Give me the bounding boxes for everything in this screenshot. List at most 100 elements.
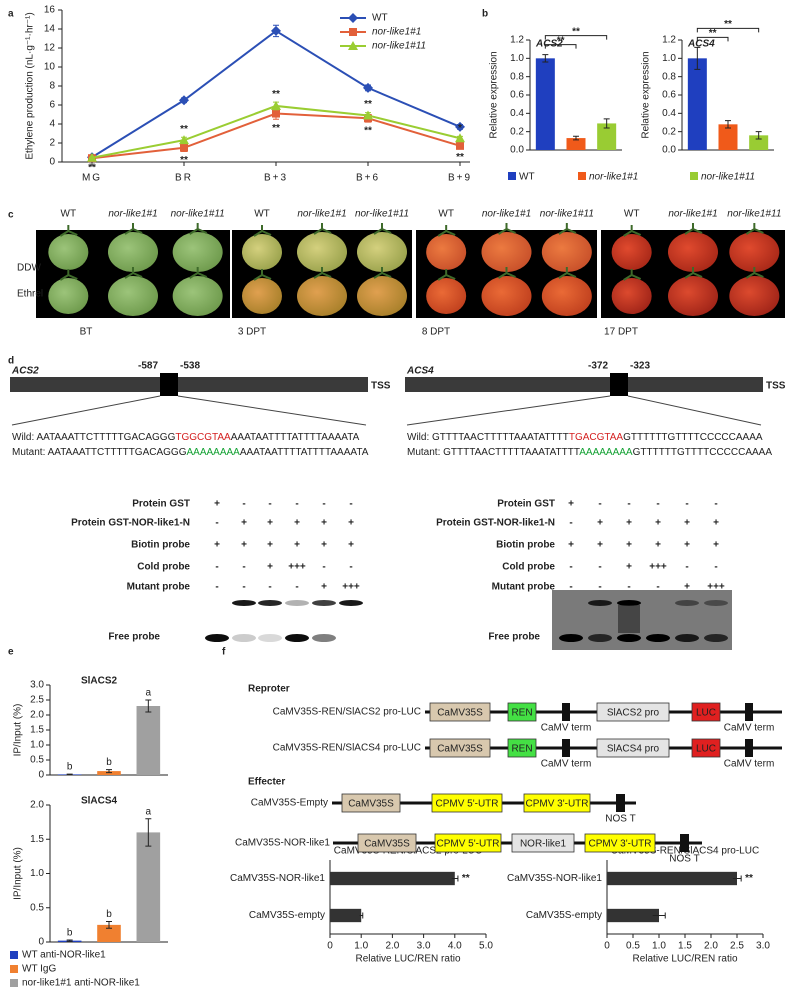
tomato [297, 276, 347, 316]
legend-swatch [690, 172, 698, 180]
element-box [511, 833, 575, 853]
terminator [745, 739, 753, 757]
bracket [544, 35, 608, 40]
lane-mark: + [684, 518, 690, 529]
terminator [680, 834, 689, 852]
tomato [426, 278, 467, 314]
y-axis-label: IP/Input (%) [13, 704, 24, 757]
lane-mark: - [215, 582, 218, 593]
element-box [434, 833, 502, 853]
sequence-part: GTTTTTTGTTTTCCCCCAAAA [623, 432, 763, 443]
band [232, 634, 256, 642]
lane-mark: +++ [707, 582, 725, 593]
element-box [523, 793, 591, 813]
element-label: REN [511, 744, 532, 755]
error-bar [66, 939, 73, 942]
annotation: a [146, 688, 152, 699]
lane-mark: - [656, 582, 659, 593]
lane-mark: + [214, 540, 220, 551]
point [272, 109, 280, 118]
element-box [431, 793, 503, 813]
y-axis-label: Relative expression [489, 51, 500, 138]
significance: ** [462, 873, 470, 884]
tomato [242, 234, 282, 270]
element-box [357, 833, 417, 853]
sequence: Wild: GTTTTAACTTTTTAAATATTTTTGACGTAAGTTT… [407, 432, 763, 443]
band [285, 634, 309, 642]
error-bar [573, 135, 579, 141]
lane-mark: + [568, 540, 574, 551]
legend-label: WT anti-NOR-like1 [22, 950, 106, 961]
element-label: CaMV term [541, 723, 592, 734]
band [617, 600, 641, 606]
element-label: CPMV 5'-UTR [435, 799, 498, 810]
stage-label: 17 DPT [604, 327, 638, 338]
lane-mark: - [569, 582, 572, 593]
error-bar [603, 118, 610, 129]
smear [618, 605, 640, 633]
zoom-line [11, 395, 161, 426]
error-bar [725, 120, 731, 129]
stem [373, 267, 392, 279]
lane-mark: - [598, 499, 601, 510]
significance: ** [557, 35, 565, 46]
lane-mark: - [349, 562, 352, 573]
gene-name: ACS4 [406, 366, 434, 377]
sequence-part: AAAAAAAA [579, 447, 633, 458]
stem [558, 267, 577, 279]
band [588, 634, 612, 642]
lane-mark: - [656, 499, 659, 510]
element-box [596, 702, 670, 722]
legend-label: nor-like1#1 [589, 172, 638, 183]
point [87, 152, 97, 162]
tomato [481, 276, 532, 316]
stem [497, 223, 516, 235]
row-label: Cold probe [137, 562, 190, 573]
band [258, 634, 282, 642]
element-label: CaMV35S [437, 708, 483, 719]
x-tick-label: 2.0 [704, 941, 718, 952]
y-axis-label: IP/Input (%) [13, 847, 24, 900]
column-header: nor-like1#11 [171, 209, 225, 220]
position: -372 [588, 361, 608, 372]
stem [124, 223, 143, 235]
band [339, 600, 363, 606]
tomato [541, 276, 592, 316]
stem [623, 225, 642, 237]
y-tick-label: 0.0 [662, 145, 676, 156]
lane-mark: - [268, 582, 271, 593]
tomato [108, 232, 158, 272]
sequence-part: AAATAATTTTATTTTAAAATA [231, 432, 360, 443]
y-tick-label: 8 [49, 81, 55, 92]
construct-label: CaMV35S-REN/SlACS4 pro-LUC [273, 743, 421, 754]
element-box [341, 793, 401, 813]
chart-title: SlACS2 [81, 676, 118, 687]
lane-mark: - [242, 562, 245, 573]
error-bar [106, 920, 112, 929]
annotation: b [106, 757, 112, 768]
stem [684, 223, 703, 235]
legend-label: nor-like1#1 [372, 27, 421, 38]
lane-mark: - [215, 562, 218, 573]
legend-marker [349, 28, 357, 36]
significance: ** [745, 873, 753, 884]
stem [684, 267, 703, 279]
significance: * [458, 123, 462, 134]
y-tick-label: 2 [49, 138, 55, 149]
bracket [544, 44, 577, 49]
y-tick-label: 1.2 [510, 35, 524, 46]
free-probe-label: Free probe [488, 632, 540, 643]
point [179, 135, 189, 145]
x-tick-label: B+6 [356, 173, 380, 184]
stem [623, 269, 642, 281]
bar [597, 123, 617, 150]
stem [253, 269, 272, 281]
bar [136, 832, 161, 942]
terminator [562, 703, 570, 721]
legend-label: nor-like1#11 [372, 41, 426, 52]
lane-mark: + [321, 582, 327, 593]
legend-swatch [10, 979, 18, 987]
stage-label: BT [80, 327, 93, 338]
tomato [729, 276, 780, 316]
